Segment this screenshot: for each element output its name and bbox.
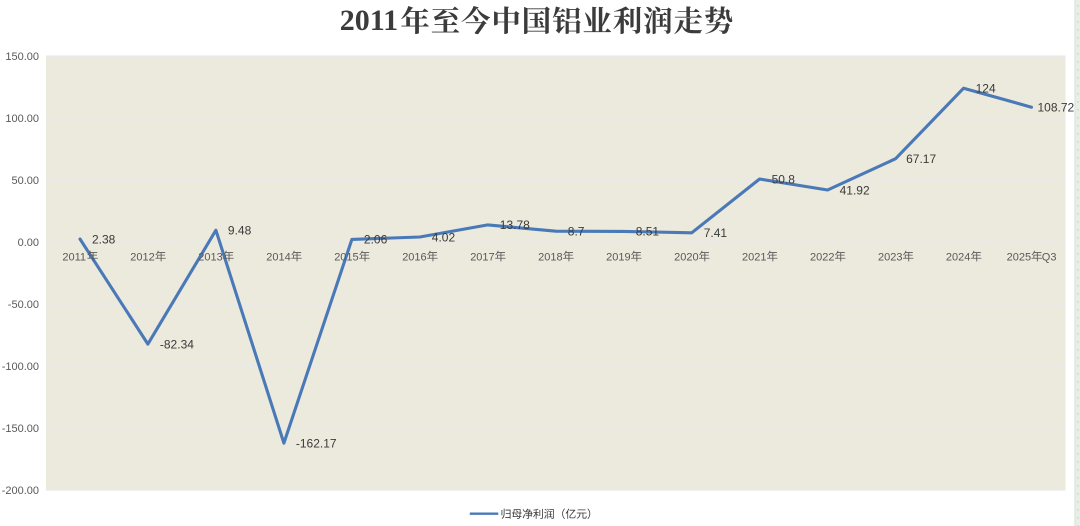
svg-text:8.51: 8.51 — [636, 225, 660, 239]
svg-text:50.00: 50.00 — [11, 175, 39, 187]
svg-text:2019: 2019 — [606, 251, 630, 263]
svg-text:0.00: 0.00 — [18, 237, 39, 249]
svg-text:2012: 2012 — [130, 251, 154, 263]
svg-text:-82.34: -82.34 — [160, 337, 194, 351]
svg-text:2025: 2025 — [1007, 251, 1031, 263]
svg-text:-162.17: -162.17 — [296, 436, 337, 450]
svg-text:13.78: 13.78 — [500, 218, 530, 232]
svg-text:4.02: 4.02 — [432, 230, 456, 244]
svg-text:-100.00: -100.00 — [2, 361, 39, 373]
svg-text:-200.00: -200.00 — [2, 485, 39, 497]
svg-text:2011: 2011 — [62, 251, 86, 263]
svg-text:2018: 2018 — [538, 251, 562, 263]
svg-text:2023: 2023 — [878, 251, 902, 263]
svg-text:Q3: Q3 — [1042, 251, 1057, 263]
svg-text:8.7: 8.7 — [568, 225, 585, 239]
svg-text:2.38: 2.38 — [92, 232, 116, 246]
svg-text:100.00: 100.00 — [5, 113, 39, 125]
svg-text:2024: 2024 — [946, 251, 970, 263]
svg-text:2013: 2013 — [198, 251, 222, 263]
svg-text:2016: 2016 — [402, 251, 426, 263]
svg-text:2022: 2022 — [810, 251, 834, 263]
svg-text:2011: 2011 — [340, 4, 398, 37]
svg-text:2021: 2021 — [742, 251, 766, 263]
svg-text:108.72: 108.72 — [1038, 101, 1075, 115]
svg-text:-50.00: -50.00 — [8, 299, 39, 311]
svg-text:9.48: 9.48 — [228, 224, 252, 238]
svg-text:2017: 2017 — [470, 251, 494, 263]
svg-text:-150.00: -150.00 — [2, 423, 39, 435]
svg-text:2.06: 2.06 — [364, 233, 388, 247]
svg-text:50.8: 50.8 — [772, 172, 796, 186]
svg-text:2020: 2020 — [674, 251, 698, 263]
svg-text:41.92: 41.92 — [840, 183, 870, 197]
svg-text:7.41: 7.41 — [704, 226, 728, 240]
svg-text:150.00: 150.00 — [5, 51, 39, 63]
svg-text:67.17: 67.17 — [906, 152, 936, 166]
svg-text:2014: 2014 — [266, 251, 290, 263]
svg-text:2015: 2015 — [334, 251, 358, 263]
svg-text:124: 124 — [976, 82, 996, 96]
